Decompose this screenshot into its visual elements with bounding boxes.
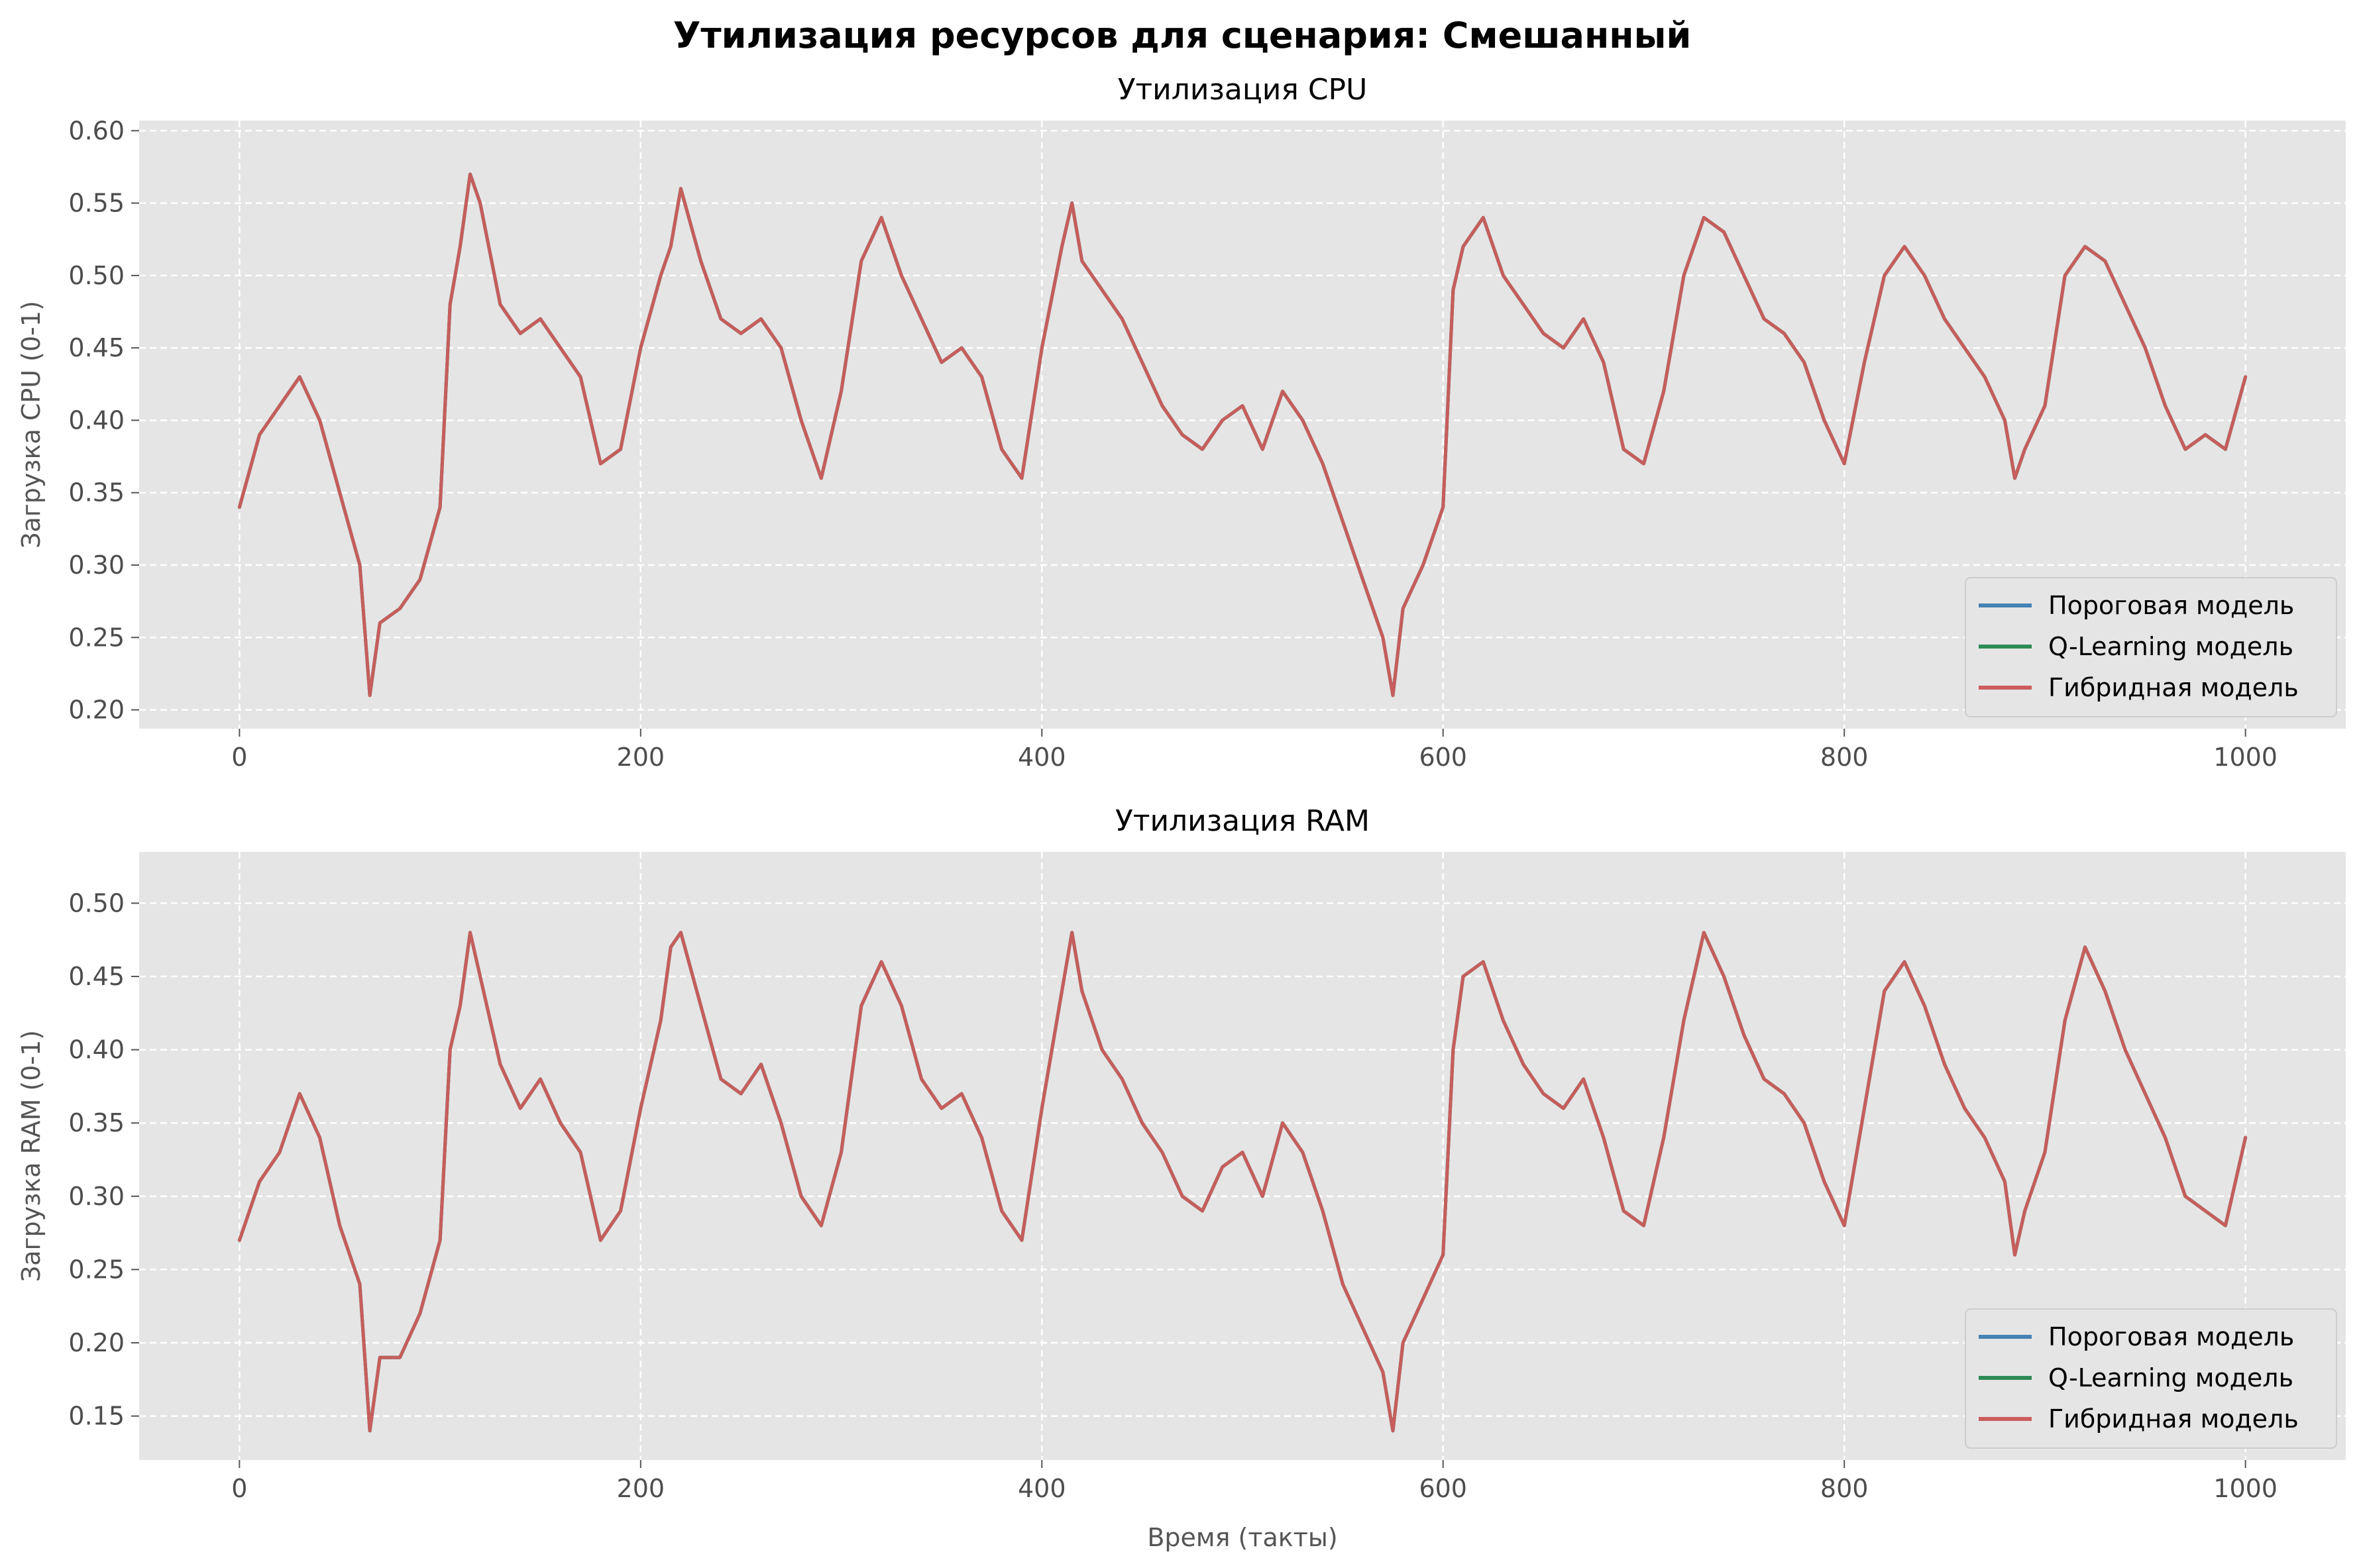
cpu-legend-entry: Пороговая модель [2048, 591, 2294, 620]
ram-y-tick-label: 0.40 [68, 1035, 125, 1065]
cpu-y-tick-label: 0.60 [68, 116, 125, 145]
cpu-y-tick-label: 0.35 [68, 478, 125, 507]
ram-x-tick-label: 0 [231, 1474, 247, 1503]
ram-x-tick-label: 1000 [2213, 1474, 2278, 1503]
ram-y-tick-label: 0.50 [68, 888, 125, 917]
cpu-legend-box [1965, 577, 2337, 717]
cpu-y-tick-label: 0.50 [68, 261, 125, 290]
cpu-x-tick-label: 400 [1018, 743, 1066, 772]
ram-legend-entry: Пороговая модель [2048, 1322, 2294, 1351]
cpu-x-tick-label: 0 [231, 743, 247, 772]
cpu-x-tick-label: 1000 [2213, 743, 2278, 772]
cpu-y-tick-label: 0.45 [68, 333, 125, 362]
cpu-y-axis-label: Загрузка CPU (0-1) [17, 301, 46, 549]
ram-y-tick-label: 0.15 [68, 1402, 125, 1431]
cpu-series-line-3 [237, 172, 2248, 698]
ram-legend-box [1965, 1308, 2337, 1449]
ram-y-tick-label: 0.30 [68, 1182, 125, 1211]
cpu-legend-entry: Q-Learning модель [2048, 632, 2293, 661]
ram-legend: Пороговая модель Q-Learning модель Гибридн… [1965, 1308, 2337, 1449]
ram-legend-entry: Гибридная модель [2048, 1404, 2299, 1434]
cpu-y-tick-label: 0.20 [68, 696, 125, 725]
cpu-x-tick-label: 600 [1419, 743, 1467, 772]
cpu-x-tick-label: 200 [617, 743, 665, 772]
ram-x-tick-label: 600 [1419, 1474, 1467, 1503]
ram-x-tick-label: 200 [617, 1474, 665, 1503]
ram-x-tick-label: 400 [1018, 1474, 1066, 1503]
cpu-x-tick-label: 800 [1820, 743, 1869, 772]
ram-y-tick-label: 0.25 [68, 1255, 125, 1284]
cpu-chart-panel: 0.20 0.25 0.30 0.35 0.40 0.45 0.50 0.55 0.60 0 200… [17, 73, 2346, 772]
cpu-y-tick-label: 0.55 [68, 189, 125, 218]
cpu-legend-entry: Гибридная модель [2048, 673, 2299, 702]
cpu-chart-title: Утилизация CPU [1118, 73, 1368, 107]
cpu-y-tick-label: 0.30 [68, 550, 125, 580]
cpu-y-tick-label: 0.40 [68, 405, 125, 435]
cpu-legend: Пороговая модель Q-Learning модель Гибридн… [1965, 577, 2337, 717]
ram-chart-panel: 0.15 0.20 0.25 0.30 0.35 0.40 0.45 0.50 0 200 400 6… [17, 804, 2346, 1552]
ram-chart-title: Утилизация RAM [1115, 804, 1370, 838]
figure-title: Утилизация ресурсов для сценария: Смешан… [673, 15, 1692, 56]
cpu-y-tick-label: 0.25 [68, 623, 125, 652]
ram-x-axis-label: Время (такты) [1147, 1523, 1337, 1552]
ram-y-tick-label: 0.35 [68, 1108, 125, 1137]
ram-y-tick-label: 0.45 [68, 962, 125, 991]
ram-series-line-3 [237, 931, 2248, 1433]
ram-x-tick-label: 800 [1820, 1474, 1869, 1503]
ram-legend-entry: Q-Learning модель [2048, 1363, 2293, 1392]
ram-y-axis-label: Загрузка RAM (0-1) [17, 1030, 46, 1282]
ram-y-tick-label: 0.20 [68, 1328, 125, 1357]
